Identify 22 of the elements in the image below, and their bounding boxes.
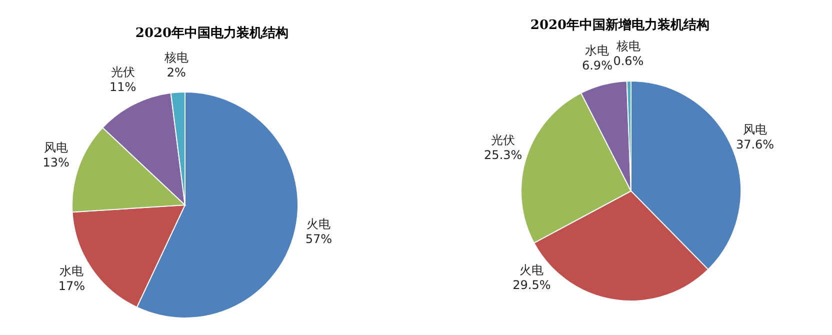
slice-label: 火电 [306, 216, 331, 231]
slice-label: 核电 [163, 50, 188, 64]
data-label: 17% [58, 279, 86, 294]
data-label: 11% [109, 80, 136, 94]
data-label: 2% [166, 65, 186, 80]
data-label: 29.5% [512, 278, 551, 292]
chart-title: 2020年中国新增电力装机结构 [529, 16, 711, 34]
slice-label: 水电 [585, 43, 610, 58]
slice-label: 光伏 [491, 132, 516, 147]
slice-label: 风电 [743, 122, 768, 136]
data-label: 25.3% [484, 148, 522, 162]
data-label: 57% [305, 232, 332, 246]
data-label: 0.6% [613, 54, 644, 68]
chart-title: 2020年中国电力装机结构 [134, 25, 290, 42]
data-label: 37.6% [736, 137, 774, 152]
slice-label: 水电 [60, 264, 84, 278]
slice-label: 光伏 [110, 64, 135, 79]
slice-label: 风电 [44, 140, 68, 155]
slice-label: 核电 [615, 39, 640, 54]
slice-label: 火电 [520, 263, 544, 277]
data-label: 13% [42, 156, 70, 170]
data-label: 6.9% [582, 58, 612, 72]
